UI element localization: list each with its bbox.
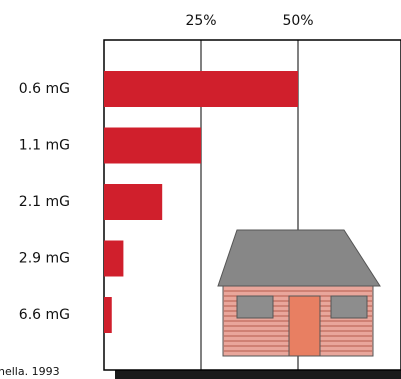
category-label-3: 2.9 mG <box>19 251 70 267</box>
house-roof <box>217 229 381 287</box>
bars <box>104 71 298 333</box>
bar-2 <box>104 184 163 220</box>
category-label-2: 2.1 mG <box>19 194 70 210</box>
x-tick-label-25: 25% <box>185 13 216 29</box>
house-door <box>288 295 321 357</box>
bar-3 <box>104 240 124 277</box>
x-tick-labels: 25% 50% <box>185 13 313 29</box>
bar-0 <box>104 71 298 107</box>
bar-1 <box>104 127 201 164</box>
category-label-4: 6.6 mG <box>19 307 70 323</box>
house-illustration <box>217 229 381 357</box>
x-tick-label-50: 50% <box>282 13 313 29</box>
house-window-left <box>236 295 274 319</box>
house-window-right <box>330 295 368 319</box>
category-labels: 0.6 mG 1.1 mG 2.1 mG 2.9 mG 6.6 mG <box>19 81 70 323</box>
category-label-1: 1.1 mG <box>19 138 70 154</box>
category-label-0: 0.6 mG <box>19 81 70 97</box>
bar-4 <box>104 297 112 333</box>
source-note: nella. 1993 <box>0 365 60 378</box>
